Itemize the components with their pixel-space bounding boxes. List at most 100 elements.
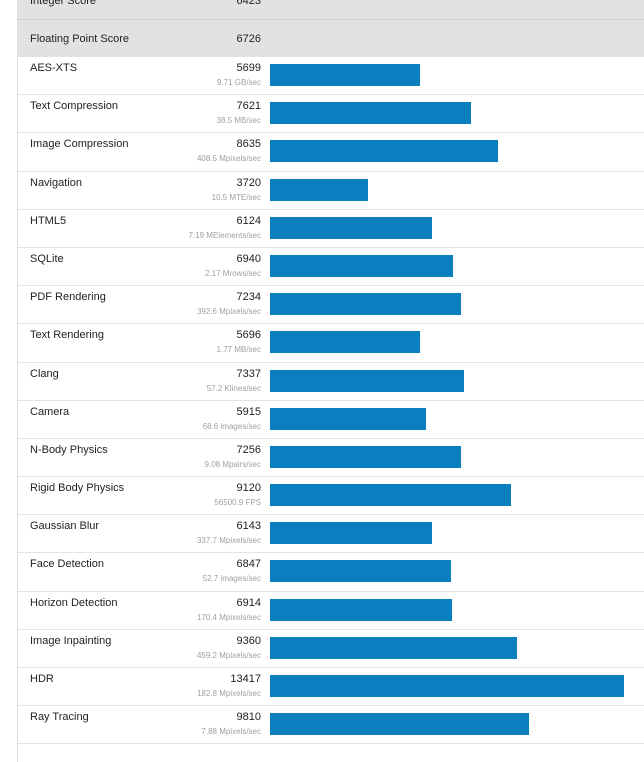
benchmark-score: 6143 xyxy=(236,520,261,533)
score-bar-track xyxy=(270,64,624,86)
score-bar xyxy=(270,713,529,736)
benchmark-row: Rigid Body Physics 9120 56500.9 FPS xyxy=(18,477,644,516)
score-bar-track xyxy=(270,636,624,659)
benchmark-score: 7234 xyxy=(236,291,261,304)
score-bar-track xyxy=(270,178,624,201)
benchmark-rate: 392.6 Mpixels/sec xyxy=(196,307,261,317)
score-bar-track xyxy=(270,560,624,583)
benchmark-score: 13417 xyxy=(230,673,261,685)
benchmark-row: Gaussian Blur 6143 337.7 Mpixels/sec xyxy=(18,515,644,554)
benchmark-score: 9810 xyxy=(236,711,261,724)
score-bar xyxy=(270,445,461,468)
benchmark-list: AES-XTS 5699 9.71 GB/sec Text Compression 76… xyxy=(18,57,644,745)
summary-score: 6726 xyxy=(236,33,261,45)
score-bar-track xyxy=(270,331,624,354)
benchmark-rate: 408.5 Mpixels/sec xyxy=(196,154,261,164)
score-bar xyxy=(270,216,432,239)
score-bar-track xyxy=(270,484,624,507)
score-bar xyxy=(270,102,471,125)
summary-label: Floating Point Score xyxy=(30,33,130,45)
benchmark-score: 6914 xyxy=(236,596,261,609)
benchmark-rate: 170.4 Mpixels/sec xyxy=(196,612,261,622)
benchmark-row: PDF Rendering 7234 392.6 Mpixels/sec xyxy=(18,286,644,325)
benchmark-rate: 1.77 MB/sec xyxy=(216,345,261,355)
benchmark-name: Camera xyxy=(30,405,70,418)
benchmark-rate: 7.19 MElements/sec xyxy=(188,230,261,240)
benchmark-row: Clang 7337 57.2 Klines/sec xyxy=(18,362,644,401)
benchmark-name: SQLite xyxy=(30,252,64,265)
benchmark-name: N-Body Physics xyxy=(30,443,108,456)
benchmark-name: Rigid Body Physics xyxy=(30,482,125,495)
benchmark-rate: 38.5 MB/sec xyxy=(216,116,261,126)
benchmark-score: 6124 xyxy=(236,214,261,227)
benchmark-row: Text Compression 7621 38.5 MB/sec xyxy=(18,95,644,134)
score-bar-track xyxy=(270,445,624,468)
summary-row-floating-point: Floating Point Score 6726 xyxy=(18,20,644,58)
benchmark-rate: 56500.9 FPS xyxy=(214,498,261,508)
score-bar xyxy=(270,178,368,201)
benchmark-score: 9360 xyxy=(236,634,261,647)
score-bar xyxy=(270,140,498,163)
benchmark-rate: 7.88 Mpixels/sec xyxy=(201,727,261,737)
benchmark-score: 5699 xyxy=(236,62,261,74)
benchmark-results-panel: Integer Score 6423 Floating Point Score … xyxy=(17,0,644,762)
benchmark-name: Ray Tracing xyxy=(30,711,89,724)
score-bar-track xyxy=(270,369,624,392)
summary-row-integer: Integer Score 6423 xyxy=(18,0,644,20)
score-bar-track xyxy=(270,140,624,163)
score-bar-track xyxy=(270,713,624,736)
benchmark-score: 5915 xyxy=(236,405,261,418)
benchmark-row: Face Detection 6847 52.7 images/sec xyxy=(18,553,644,592)
benchmark-rate: 459.2 Mpixels/sec xyxy=(196,650,261,660)
benchmark-rate: 9.08 Mpairs/sec xyxy=(204,459,261,469)
benchmark-row: Ray Tracing 9810 7.88 Mpixels/sec xyxy=(18,706,644,745)
score-bar xyxy=(270,64,420,86)
benchmark-row: Camera 5915 68.6 images/sec xyxy=(18,400,644,439)
score-bar xyxy=(270,675,624,697)
summary-score: 6423 xyxy=(236,0,261,7)
benchmark-name: Image Inpainting xyxy=(30,634,112,647)
score-bar xyxy=(270,484,511,507)
score-bar-track xyxy=(270,675,624,697)
score-bar xyxy=(270,293,461,316)
benchmark-name: Gaussian Blur xyxy=(30,520,100,533)
benchmark-score: 7256 xyxy=(236,443,261,456)
benchmark-name: AES-XTS xyxy=(30,62,78,74)
score-bar xyxy=(270,407,426,430)
benchmark-rate: 52.7 images/sec xyxy=(202,574,261,584)
benchmark-score: 6847 xyxy=(236,558,261,571)
score-bar-track xyxy=(270,102,624,125)
benchmark-row: Text Rendering 5696 1.77 MB/sec xyxy=(18,324,644,363)
score-bar xyxy=(270,331,420,354)
benchmark-name: Horizon Detection xyxy=(30,596,118,609)
score-bar-track xyxy=(270,216,624,239)
benchmark-rate: 68.6 images/sec xyxy=(202,421,261,431)
benchmark-name: Navigation xyxy=(30,176,82,189)
benchmark-row: Image Inpainting 9360 459.2 Mpixels/sec xyxy=(18,629,644,668)
benchmark-row: AES-XTS 5699 9.71 GB/sec xyxy=(18,57,644,96)
benchmark-rate: 337.7 Mpixels/sec xyxy=(196,536,261,546)
benchmark-rate: 182.8 Mpixels/sec xyxy=(196,689,261,698)
benchmark-row: Horizon Detection 6914 170.4 Mpixels/sec xyxy=(18,591,644,630)
benchmark-name: HTML5 xyxy=(30,214,67,227)
score-bar xyxy=(270,598,452,621)
benchmark-rate: 2.17 Mrows/sec xyxy=(204,268,261,278)
benchmark-score: 5696 xyxy=(236,329,261,342)
benchmark-name: Text Rendering xyxy=(30,329,104,342)
benchmark-name: Clang xyxy=(30,367,59,380)
benchmark-rate: 9.71 GB/sec xyxy=(216,78,261,87)
benchmark-score: 7621 xyxy=(236,100,261,113)
score-bar xyxy=(270,522,432,545)
benchmark-name: Image Compression xyxy=(30,138,129,151)
score-bar-track xyxy=(270,598,624,621)
benchmark-name: HDR xyxy=(30,673,54,685)
score-bar xyxy=(270,636,517,659)
benchmark-row: N-Body Physics 7256 9.08 Mpairs/sec xyxy=(18,438,644,478)
score-bar-track xyxy=(270,293,624,316)
score-bar xyxy=(270,369,464,392)
benchmark-row: HTML5 6124 7.19 MElements/sec xyxy=(18,209,644,248)
benchmark-row: HDR 13417 182.8 Mpixels/sec xyxy=(18,668,644,707)
benchmark-name: Text Compression xyxy=(30,100,119,113)
score-bar-track xyxy=(270,522,624,545)
benchmark-rate: 57.2 Klines/sec xyxy=(206,383,261,393)
